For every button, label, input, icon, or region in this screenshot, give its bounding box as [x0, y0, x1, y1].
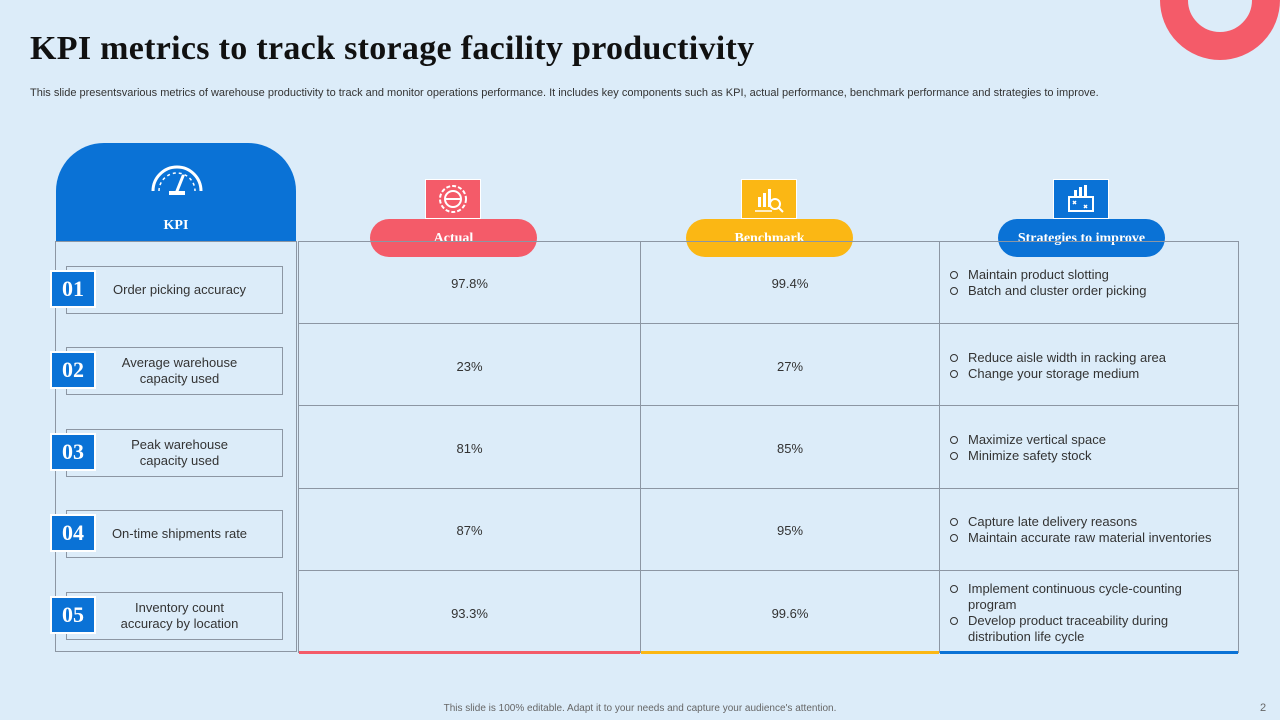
strategy-item: Develop product traceability during dist… — [950, 613, 1230, 645]
actual-value: 81% — [299, 441, 640, 456]
strategy-item: Batch and cluster order picking — [950, 283, 1230, 299]
actual-column-accent — [299, 651, 640, 654]
row-divider — [298, 488, 1239, 489]
benchmark-value: 85% — [641, 441, 939, 456]
page-subtitle: This slide presentsvarious metrics of wa… — [30, 87, 1250, 99]
actual-value: 23% — [299, 359, 640, 374]
strategy-board-icon — [1064, 183, 1098, 215]
strategy-item: Implement continuous cycle-counting prog… — [950, 581, 1230, 613]
kpi-label: On-time shipments rate — [66, 510, 283, 558]
gauge-icon — [149, 161, 205, 197]
benchmark-value: 99.4% — [641, 276, 939, 291]
footer-note: This slide is 100% editable. Adapt it to… — [0, 703, 1280, 714]
strategy-list: Implement continuous cycle-counting prog… — [950, 581, 1230, 645]
strategy-list: Maximize vertical space Minimize safety s… — [950, 432, 1230, 464]
page-title: KPI metrics to track storage facility pr… — [30, 30, 754, 68]
column-divider — [939, 241, 940, 653]
kpi-header-label: KPI — [56, 218, 296, 234]
decorative-ring — [1160, 0, 1280, 60]
kpi-number-badge: 02 — [50, 351, 96, 389]
row-divider — [298, 323, 1239, 324]
strategy-item: Maintain accurate raw material inventori… — [950, 530, 1230, 546]
benchmark-value: 99.6% — [641, 606, 939, 621]
page-number: 2 — [1260, 702, 1266, 714]
chart-magnifier-icon — [752, 183, 786, 215]
actual-value: 87% — [299, 523, 640, 538]
kpi-number-badge: 04 — [50, 514, 96, 552]
actual-value: 97.8% — [299, 276, 640, 291]
kpi-number-badge: 03 — [50, 433, 96, 471]
strategy-item: Maximize vertical space — [950, 432, 1230, 448]
benchmark-value: 27% — [641, 359, 939, 374]
benchmark-icon-box — [741, 179, 797, 219]
actual-value: 93.3% — [299, 606, 640, 621]
kpi-number-badge: 01 — [50, 270, 96, 308]
actual-icon-box — [425, 179, 481, 219]
strategy-item: Maintain product slotting — [950, 267, 1230, 283]
strategy-item: Capture late delivery reasons — [950, 514, 1230, 530]
kpi-label: Average warehouse capacity used — [66, 347, 283, 395]
kpi-label: Peak warehouse capacity used — [66, 429, 283, 477]
row-divider — [298, 570, 1239, 571]
benchmark-value: 95% — [641, 523, 939, 538]
strategies-icon-box — [1053, 179, 1109, 219]
target-badge-icon — [436, 183, 470, 215]
benchmark-column-accent — [641, 651, 939, 654]
kpi-label: Inventory count accuracy by location — [66, 592, 283, 640]
row-divider — [298, 405, 1239, 406]
strategy-list: Reduce aisle width in racking area Change… — [950, 350, 1230, 382]
kpi-number-badge: 05 — [50, 596, 96, 634]
kpi-header: KPI — [56, 143, 296, 241]
strategy-list: Maintain product slotting Batch and clust… — [950, 267, 1230, 299]
strategies-column-accent — [940, 651, 1238, 654]
strategy-item: Change your storage medium — [950, 366, 1230, 382]
strategy-list: Capture late delivery reasons Maintain ac… — [950, 514, 1230, 546]
strategy-item: Minimize safety stock — [950, 448, 1230, 464]
strategy-item: Reduce aisle width in racking area — [950, 350, 1230, 366]
kpi-label: Order picking accuracy — [66, 266, 283, 314]
